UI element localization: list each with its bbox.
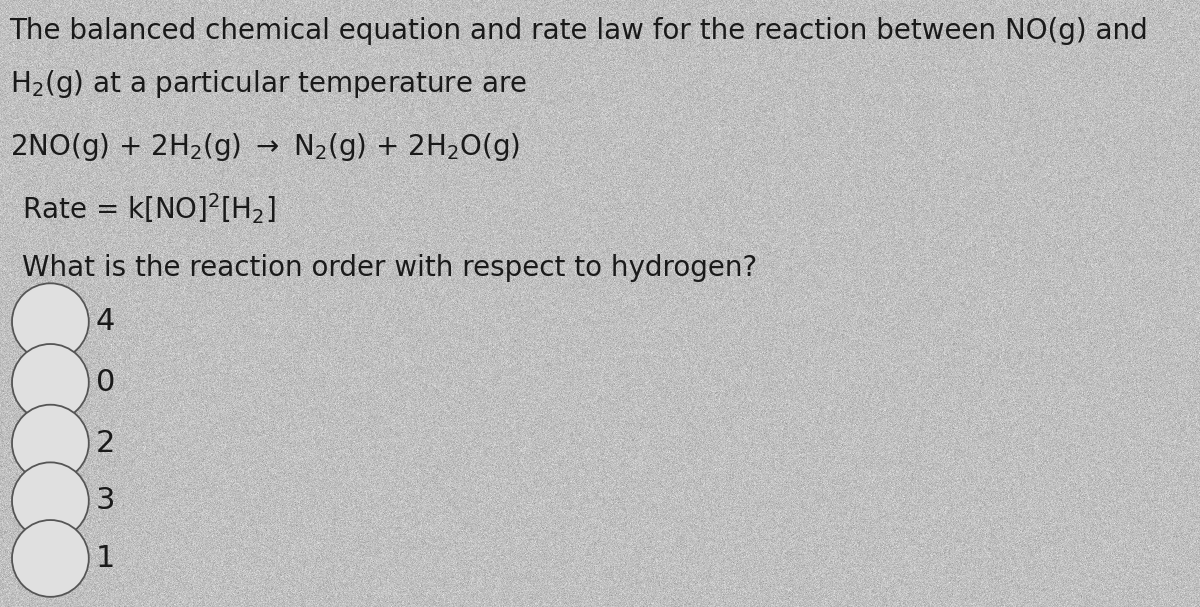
Text: 1: 1 xyxy=(96,544,115,573)
Text: H$_2$(g) at a particular temperature are: H$_2$(g) at a particular temperature are xyxy=(10,68,527,100)
Ellipse shape xyxy=(12,344,89,421)
Ellipse shape xyxy=(12,283,89,360)
Text: 3: 3 xyxy=(96,486,115,515)
Text: The balanced chemical equation and rate law for the reaction between NO(g) and: The balanced chemical equation and rate … xyxy=(10,17,1148,45)
Text: 2NO(g) + 2H$_2$(g) $\rightarrow$ N$_2$(g) + 2H$_2$O(g): 2NO(g) + 2H$_2$(g) $\rightarrow$ N$_2$(g… xyxy=(10,131,520,163)
Ellipse shape xyxy=(12,405,89,481)
Text: 0: 0 xyxy=(96,368,115,397)
Text: What is the reaction order with respect to hydrogen?: What is the reaction order with respect … xyxy=(22,254,757,282)
Text: Rate = k[NO]$^2$[H$_2$]: Rate = k[NO]$^2$[H$_2$] xyxy=(22,191,275,226)
Text: 4: 4 xyxy=(96,307,115,336)
Ellipse shape xyxy=(12,520,89,597)
Text: 2: 2 xyxy=(96,429,115,458)
Ellipse shape xyxy=(12,463,89,539)
